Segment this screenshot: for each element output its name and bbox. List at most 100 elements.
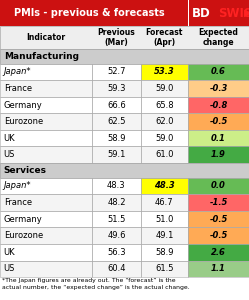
Bar: [141, 64, 188, 80]
Bar: [92, 211, 141, 227]
Bar: [0, 113, 92, 130]
Bar: [92, 64, 141, 80]
Text: Japan*: Japan*: [4, 182, 31, 190]
Text: 59.3: 59.3: [107, 84, 126, 93]
Text: 51.0: 51.0: [155, 214, 174, 224]
Text: -0.5: -0.5: [209, 231, 228, 240]
Text: 46.7: 46.7: [155, 198, 174, 207]
Bar: [188, 178, 249, 194]
Bar: [188, 0, 189, 26]
Bar: [92, 244, 141, 260]
Bar: [92, 130, 141, 146]
Bar: [188, 211, 249, 227]
Text: SWISS: SWISS: [218, 7, 249, 20]
Bar: [0, 163, 249, 178]
Bar: [141, 227, 188, 244]
Bar: [141, 97, 188, 113]
Bar: [188, 178, 249, 194]
Text: 59.0: 59.0: [155, 84, 174, 93]
Text: US: US: [4, 150, 15, 159]
Text: 0.1: 0.1: [211, 134, 226, 143]
Bar: [0, 194, 92, 211]
Bar: [0, 178, 92, 194]
Bar: [188, 146, 249, 163]
Bar: [0, 130, 92, 146]
Text: 60.4: 60.4: [107, 264, 126, 273]
Text: -0.5: -0.5: [209, 117, 228, 126]
Bar: [188, 64, 249, 80]
Bar: [188, 80, 249, 97]
Bar: [0, 26, 249, 49]
Bar: [92, 113, 141, 130]
Text: 56.3: 56.3: [107, 248, 126, 257]
Bar: [92, 260, 141, 277]
Bar: [141, 113, 188, 130]
Bar: [0, 163, 249, 178]
Bar: [0, 146, 92, 163]
Text: Services: Services: [4, 166, 47, 175]
Text: 65.8: 65.8: [155, 100, 174, 109]
Bar: [141, 194, 188, 211]
Bar: [141, 80, 188, 97]
Text: Previous
(Mar): Previous (Mar): [98, 28, 135, 47]
Text: 66.6: 66.6: [107, 100, 126, 109]
Bar: [0, 97, 92, 113]
Text: Indicator: Indicator: [26, 33, 66, 42]
Text: *The Japan figures are already out. The “forecast” is the
actual number, the “ex: *The Japan figures are already out. The …: [2, 278, 190, 290]
Bar: [92, 194, 141, 211]
Bar: [0, 211, 92, 227]
Bar: [188, 146, 249, 163]
Text: BD: BD: [192, 7, 210, 20]
Bar: [92, 194, 141, 211]
Text: Eurozone: Eurozone: [4, 117, 43, 126]
Text: 48.3: 48.3: [154, 182, 175, 190]
Bar: [92, 227, 141, 244]
Bar: [0, 49, 249, 64]
Text: Germany: Germany: [4, 214, 43, 224]
Bar: [0, 178, 92, 194]
Text: Japan*: Japan*: [4, 68, 31, 76]
Bar: [0, 130, 92, 146]
Bar: [188, 130, 249, 146]
Text: 58.9: 58.9: [155, 248, 174, 257]
Text: 61.0: 61.0: [155, 150, 174, 159]
Bar: [188, 260, 249, 277]
Bar: [188, 211, 249, 227]
Text: 59.1: 59.1: [107, 150, 125, 159]
Bar: [141, 146, 188, 163]
Bar: [141, 178, 188, 194]
Bar: [92, 178, 141, 194]
Text: -1.5: -1.5: [209, 198, 228, 207]
Bar: [92, 80, 141, 97]
Text: 59.0: 59.0: [155, 134, 174, 143]
Text: 61.5: 61.5: [155, 264, 174, 273]
Bar: [92, 97, 141, 113]
Bar: [92, 146, 141, 163]
Bar: [141, 211, 188, 227]
Bar: [0, 244, 92, 260]
Bar: [92, 80, 141, 97]
Text: Manufacturing: Manufacturing: [4, 52, 79, 61]
Bar: [141, 211, 188, 227]
Text: 0.6: 0.6: [211, 68, 226, 76]
Bar: [188, 194, 249, 211]
Bar: [141, 130, 188, 146]
Text: 1.1: 1.1: [211, 264, 226, 273]
Bar: [92, 113, 141, 130]
Text: 53.3: 53.3: [154, 68, 175, 76]
Text: Forecast
(Apr): Forecast (Apr): [146, 28, 183, 47]
Text: 1.9: 1.9: [211, 150, 226, 159]
Bar: [92, 97, 141, 113]
Text: 62.0: 62.0: [155, 117, 174, 126]
Bar: [188, 97, 249, 113]
Text: France: France: [4, 84, 32, 93]
Text: 49.1: 49.1: [155, 231, 174, 240]
Bar: [0, 194, 92, 211]
Bar: [0, 49, 249, 64]
Text: Expected
change: Expected change: [198, 28, 239, 47]
Bar: [92, 178, 141, 194]
Bar: [188, 244, 249, 260]
Bar: [141, 227, 188, 244]
Bar: [92, 227, 141, 244]
Bar: [188, 113, 249, 130]
